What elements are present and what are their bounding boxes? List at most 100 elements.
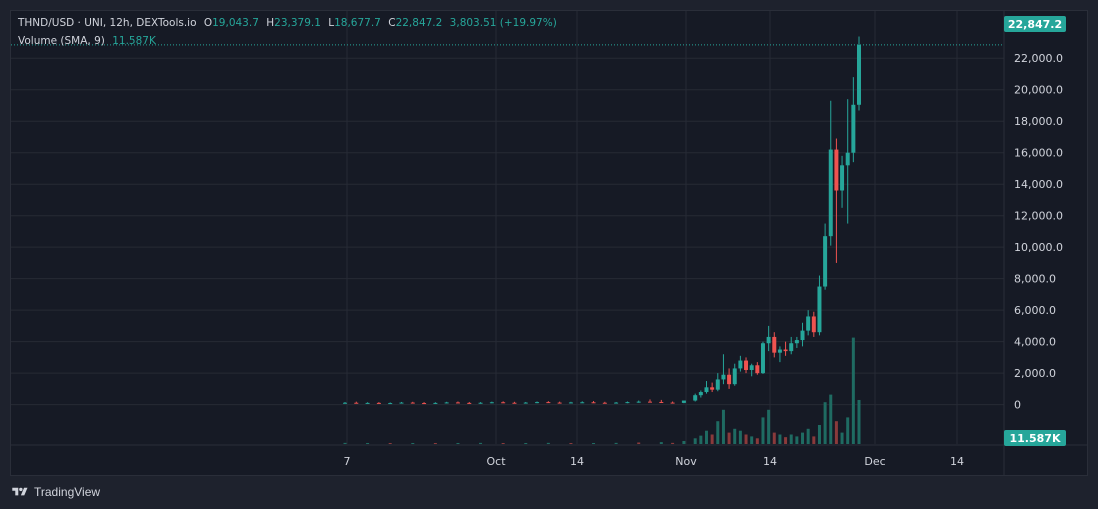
- candle-body: [738, 360, 743, 369]
- tradingview-logo-icon: [12, 487, 28, 496]
- volume-bar: [795, 436, 799, 444]
- candle-body: [834, 149, 839, 191]
- volume-bars: [343, 337, 861, 444]
- price-tick-label: 8,000.0: [1014, 273, 1056, 286]
- brand-label: TradingView: [34, 485, 101, 499]
- candle-body: [467, 402, 472, 404]
- volume-bar: [744, 434, 748, 444]
- time-tick-label: 7: [344, 455, 351, 468]
- candle: [467, 401, 472, 404]
- candle: [727, 368, 732, 389]
- candle-body: [455, 402, 460, 404]
- candle-body: [625, 402, 630, 404]
- candle-body: [580, 402, 585, 404]
- candle: [659, 399, 664, 403]
- volume-bar: [851, 337, 855, 444]
- candle: [670, 401, 675, 404]
- candle: [636, 400, 641, 403]
- volume-bar: [479, 442, 483, 444]
- volume-bar: [772, 432, 776, 444]
- volume-bar: [738, 430, 742, 444]
- price-tick-label: 12,000.0: [1014, 210, 1063, 223]
- candle-body: [857, 44, 861, 105]
- candle-body: [828, 149, 833, 237]
- candle: [422, 402, 427, 405]
- candle: [354, 401, 359, 404]
- volume-bar: [829, 394, 833, 444]
- candle: [772, 332, 777, 358]
- candle: [755, 362, 760, 375]
- time-tick-label: Nov: [675, 455, 697, 468]
- volume-bar: [411, 443, 415, 444]
- time-tick-label: 14: [763, 455, 777, 468]
- candle: [732, 363, 737, 386]
- volume-bar: [840, 432, 844, 444]
- price-tick-label: 2,000.0: [1014, 367, 1056, 380]
- candle: [738, 355, 743, 372]
- candle-body: [721, 374, 726, 380]
- volume-bar: [343, 442, 347, 444]
- candle: [433, 402, 438, 404]
- candle-body: [376, 402, 381, 404]
- volume-bar: [704, 430, 708, 444]
- candle: [715, 373, 720, 392]
- volume-bar: [767, 409, 771, 444]
- price-tick-label: 6,000.0: [1014, 304, 1056, 317]
- volume-bar: [388, 443, 392, 444]
- candle: [828, 100, 833, 246]
- candle: [851, 77, 856, 163]
- volume-bar: [733, 428, 737, 444]
- candle: [766, 325, 771, 352]
- candle: [817, 275, 822, 336]
- candle: [591, 401, 596, 404]
- symbol-title[interactable]: THND/USD · UNI, 12h, DEXTools.io: [18, 17, 197, 29]
- candle: [710, 382, 715, 393]
- candle-body: [636, 401, 641, 403]
- volume-value: 11.587K: [112, 35, 156, 47]
- footer[interactable]: TradingView: [10, 484, 100, 500]
- candle-body: [591, 402, 596, 404]
- candle: [580, 401, 585, 404]
- candle: [744, 357, 749, 374]
- candle-body: [557, 402, 562, 404]
- chart-frame[interactable]: [10, 10, 1088, 476]
- candle: [489, 401, 494, 404]
- volume-bar: [857, 399, 861, 444]
- close-value: 22,847.2: [395, 17, 443, 29]
- candle: [698, 390, 703, 398]
- candle: [777, 346, 782, 363]
- candle: [625, 401, 630, 404]
- candle: [512, 401, 517, 404]
- candle-body: [772, 336, 777, 353]
- price-tick-label: 18,000.0: [1014, 115, 1063, 128]
- volume-bar: [524, 443, 528, 444]
- volume-bar: [806, 428, 810, 444]
- volume-bar: [778, 434, 782, 444]
- candle: [681, 400, 686, 404]
- candle: [789, 336, 794, 355]
- candle-body: [489, 402, 494, 404]
- volume-bar: [789, 434, 793, 444]
- volume-bar: [846, 417, 850, 444]
- volume-bar: [727, 432, 731, 444]
- candle-body: [840, 165, 845, 191]
- volume-bar: [637, 442, 641, 444]
- candle-body: [568, 402, 573, 404]
- time-tick-label: Dec: [864, 455, 885, 468]
- volume-bar: [366, 443, 370, 444]
- volume-bar: [659, 442, 663, 444]
- price-tick-label: 14,000.0: [1014, 178, 1063, 191]
- price-tick-label: 4,000.0: [1014, 336, 1056, 349]
- candle-body: [727, 374, 732, 385]
- candle-body: [501, 402, 506, 404]
- candle-body: [444, 402, 449, 404]
- volume-label[interactable]: Volume (SMA, 9): [18, 35, 105, 47]
- time-tick-label: 14: [950, 455, 964, 468]
- candle-body: [512, 402, 517, 404]
- candle-body: [478, 402, 483, 404]
- candle-body: [422, 403, 427, 405]
- candle-body: [602, 402, 607, 404]
- time-axis: 7 Oct 14 Nov 14 Dec 14: [344, 455, 965, 468]
- volume-bar: [755, 438, 759, 444]
